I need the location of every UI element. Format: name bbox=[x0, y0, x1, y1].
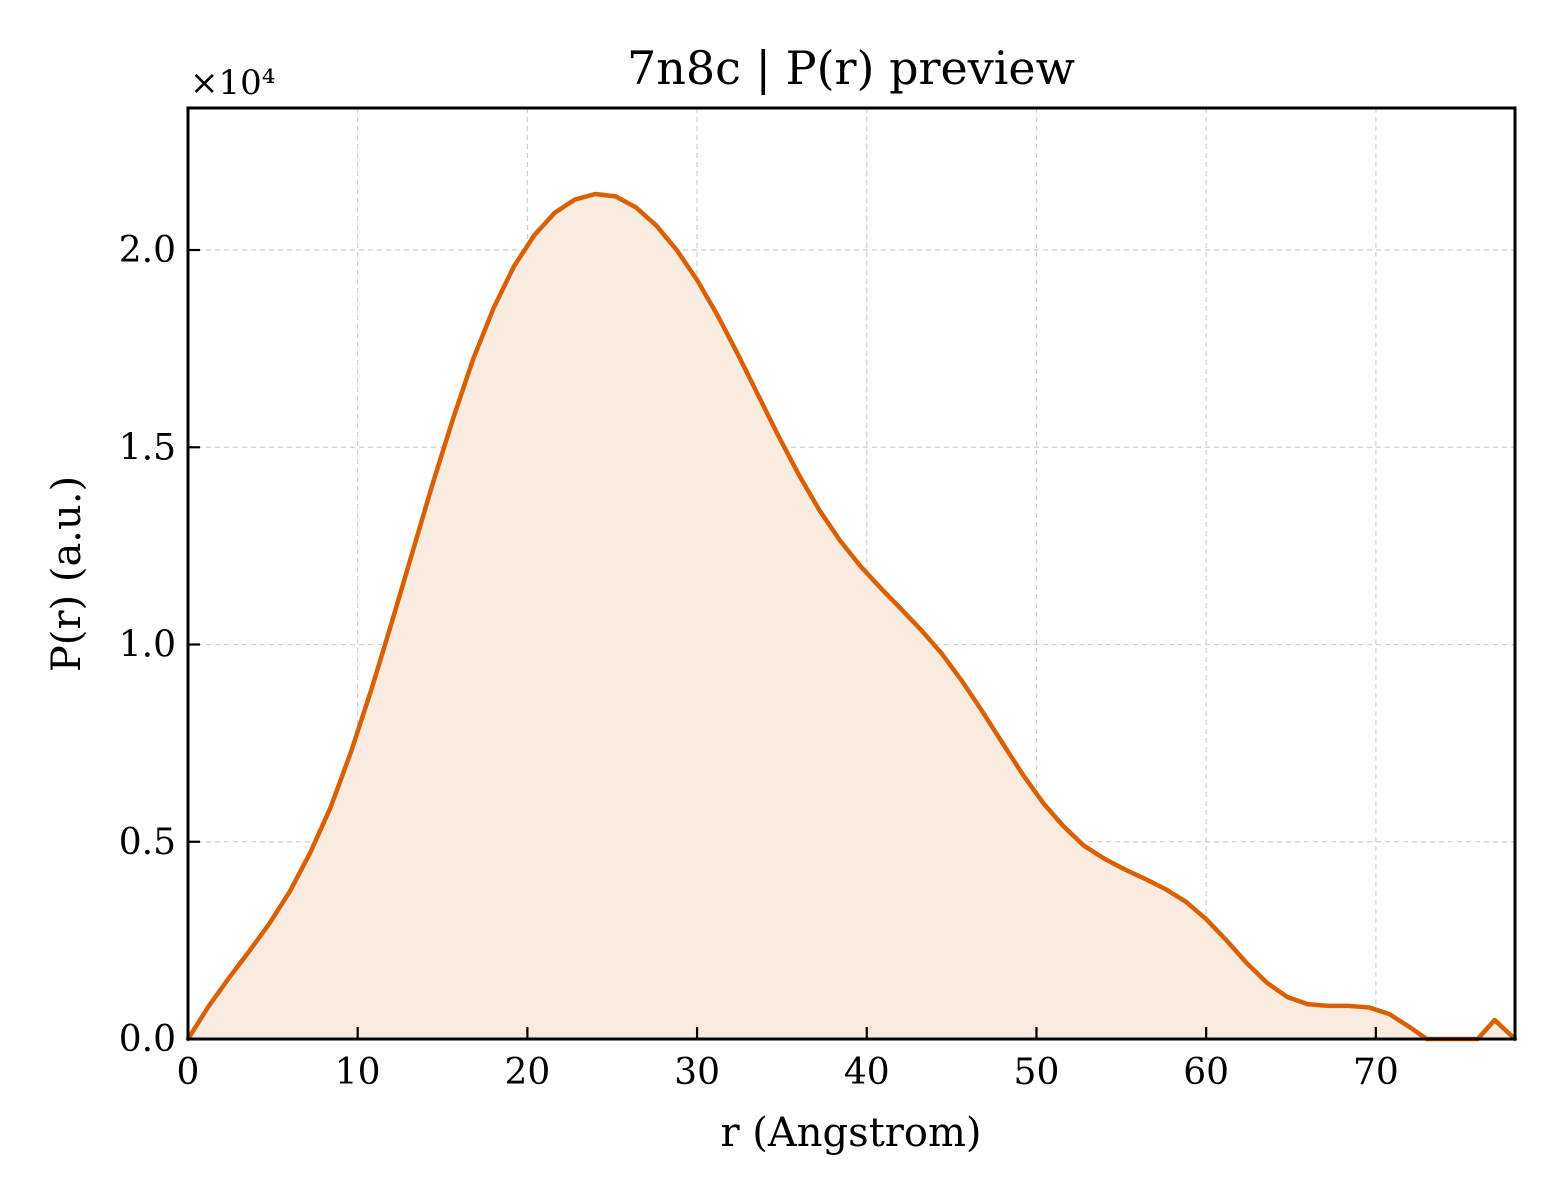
pr-curve-line bbox=[185, 191, 1518, 1042]
y-tick-label: 0.5 bbox=[119, 822, 176, 863]
y-tick-label: 2.0 bbox=[119, 230, 176, 271]
plot-frame bbox=[186, 106, 1517, 1041]
chart-title: 7n8c | P(r) preview bbox=[627, 41, 1075, 95]
y-tick-labels: 0.0 0.5 1.0 1.5 2.0 bbox=[119, 230, 176, 1060]
x-tick-label: 0 bbox=[177, 1052, 200, 1093]
x-tick-label: 70 bbox=[1353, 1052, 1399, 1093]
x-tick-labels: 0 10 20 30 40 50 60 70 bbox=[177, 1052, 1399, 1093]
x-tick-label: 60 bbox=[1183, 1052, 1229, 1093]
x-tick-label: 20 bbox=[504, 1052, 550, 1093]
y-tick-label: 0.0 bbox=[119, 1019, 176, 1060]
x-tick-label: 50 bbox=[1014, 1052, 1060, 1093]
x-tick-label: 30 bbox=[674, 1052, 720, 1093]
y-offset-label: ×10⁴ bbox=[190, 63, 275, 103]
area-fill bbox=[188, 194, 1515, 1039]
y-tick-label: 1.0 bbox=[119, 625, 176, 666]
x-tick-label: 10 bbox=[335, 1052, 381, 1093]
x-tick-label: 40 bbox=[844, 1052, 890, 1093]
y-axis-label: P(r) (a.u.) bbox=[44, 476, 90, 672]
x-axis-label: r (Angstrom) bbox=[720, 1110, 981, 1156]
y-tick-label: 1.5 bbox=[119, 427, 176, 468]
